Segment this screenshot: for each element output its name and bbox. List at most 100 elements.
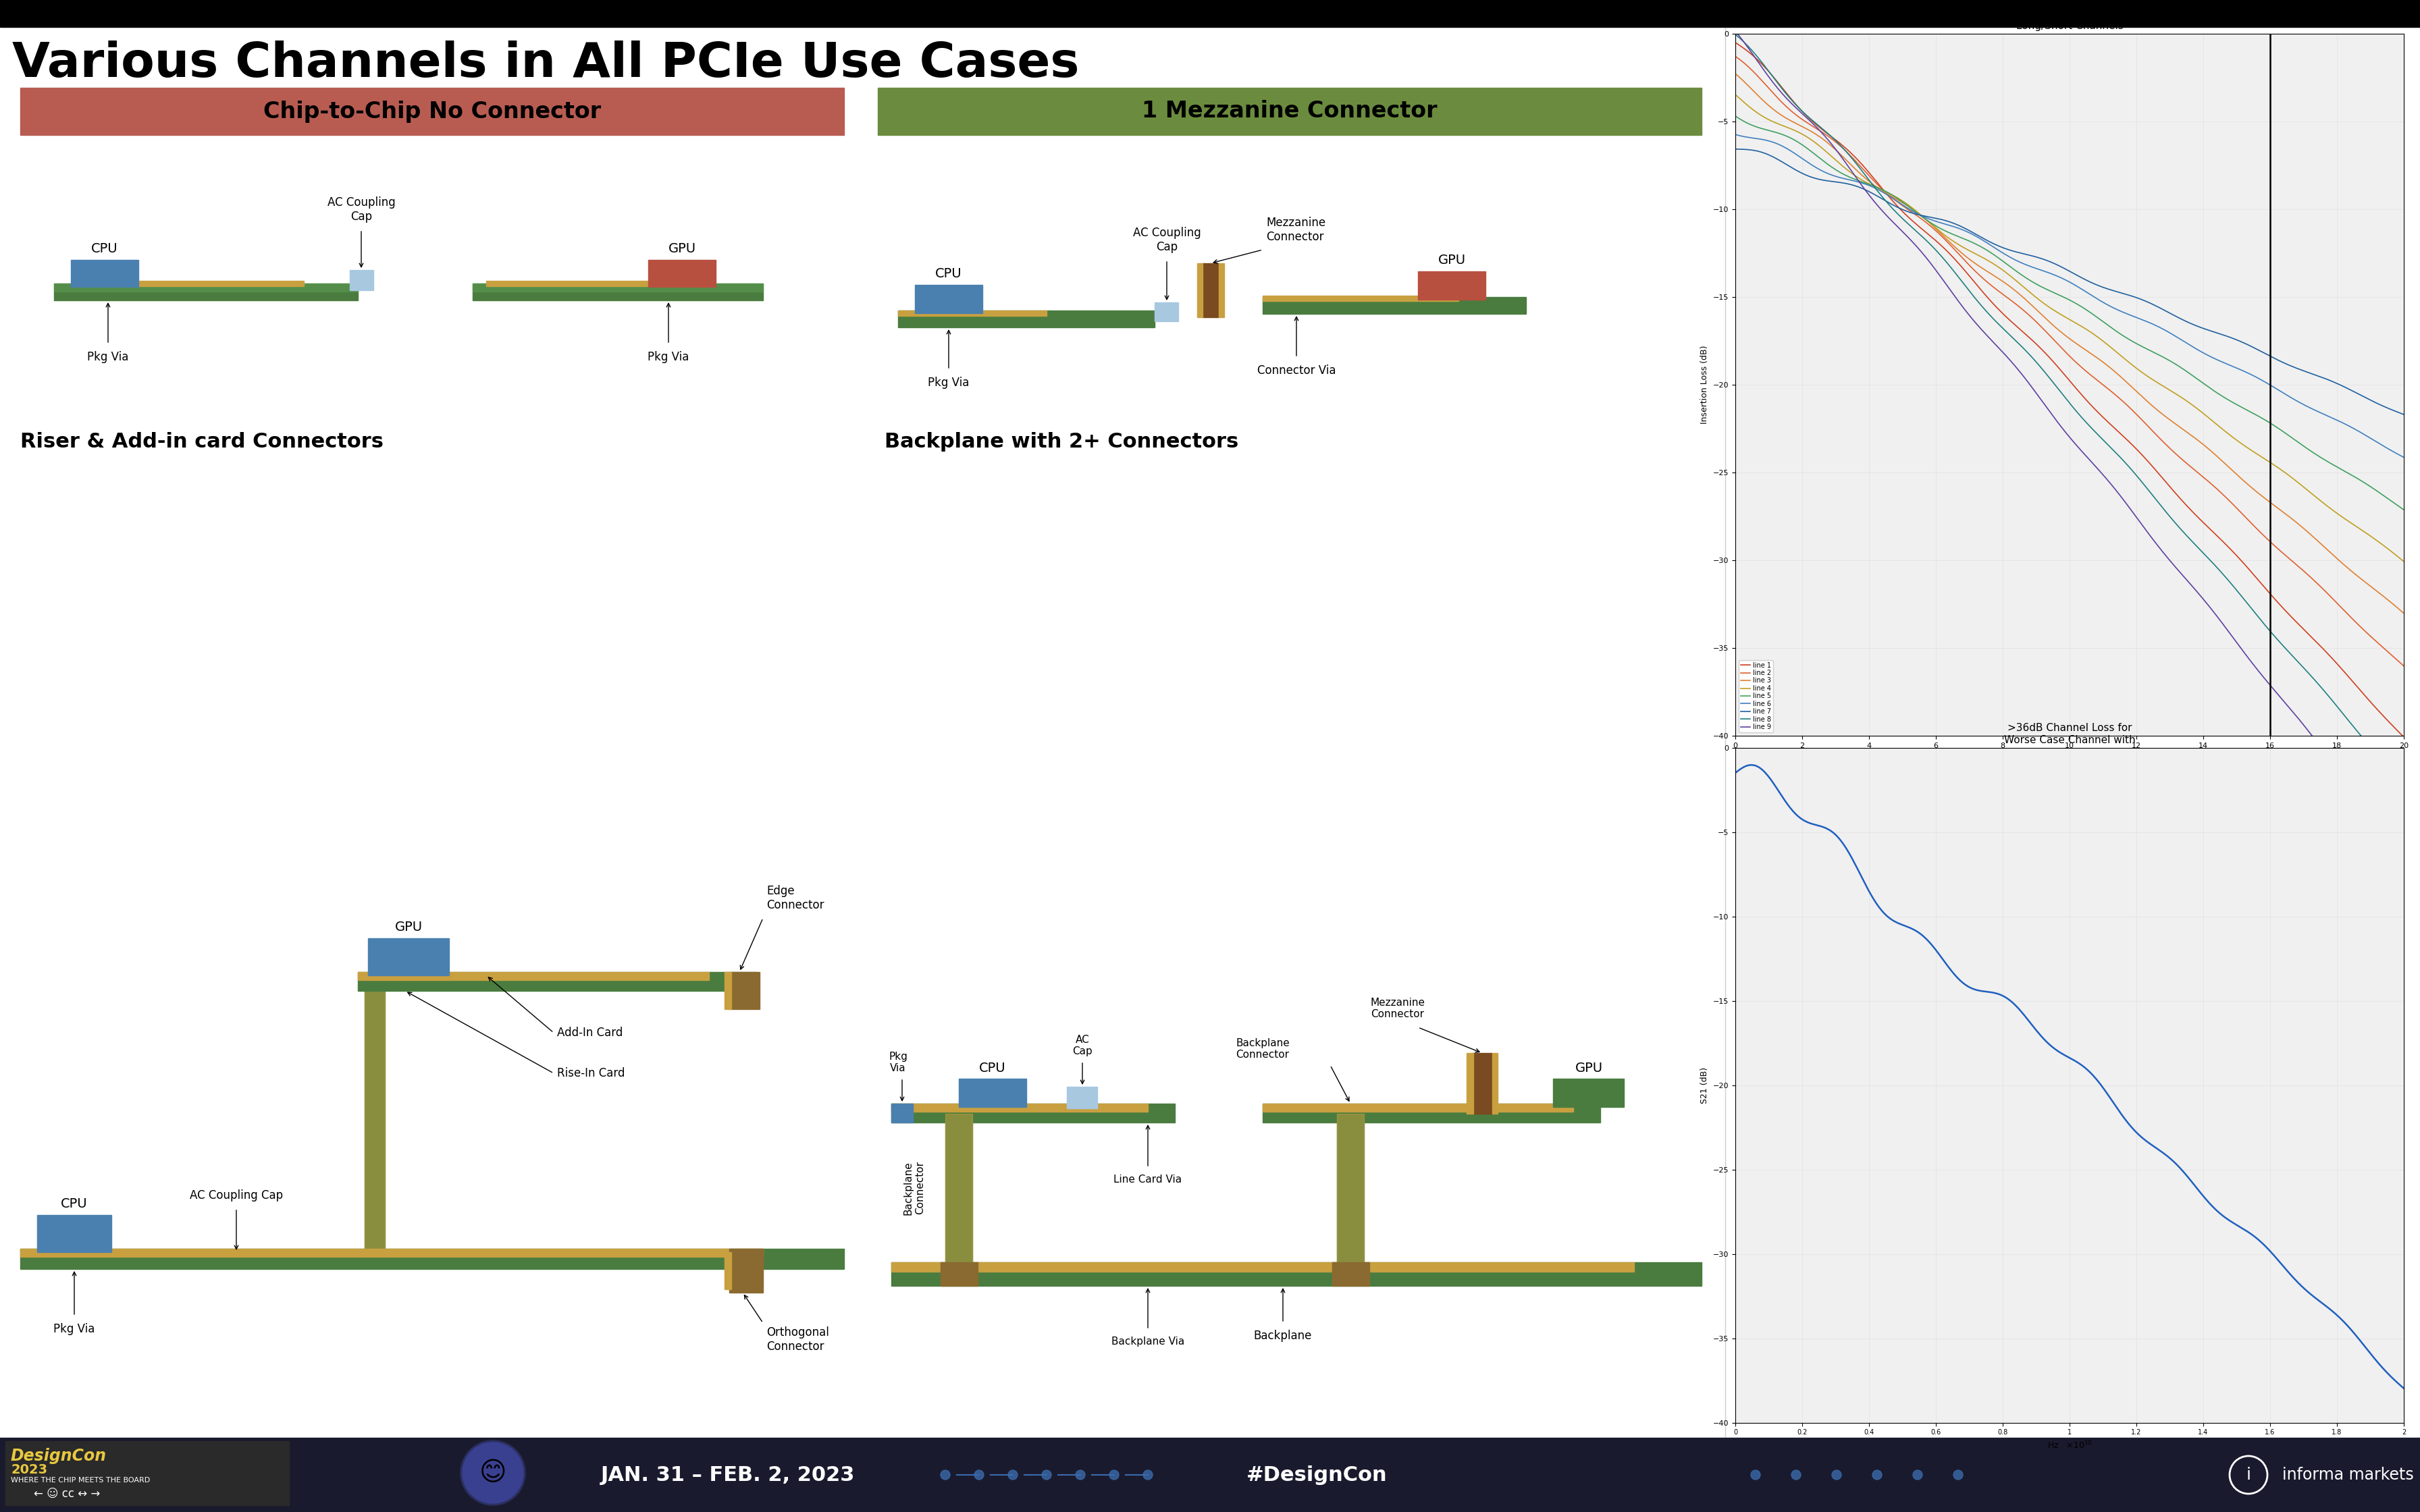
Text: GPU: GPU	[1575, 1061, 1602, 1075]
line 2	[2326, 599, 2355, 617]
Text: Backplane Via: Backplane Via	[1111, 1337, 1183, 1347]
Circle shape	[1912, 1470, 1921, 1480]
Bar	[1067, 1087, 1096, 1108]
line 3	[2284, 516, 2314, 534]
Text: Mezzanine
Connector: Mezzanine Connector	[1370, 998, 1425, 1019]
Bar	[368, 939, 450, 975]
Text: Mezzanine
Connector: Mezzanine Connector	[1266, 216, 1326, 243]
line 3	[1721, 65, 1750, 83]
line 8	[2284, 653, 2314, 671]
line 1	[2326, 659, 2355, 677]
Bar	[941, 1263, 978, 1285]
Bar	[70, 260, 138, 287]
Bar	[1263, 296, 1527, 314]
Bar	[5, 1441, 288, 1506]
Circle shape	[941, 1470, 951, 1480]
line 9	[2326, 765, 2355, 783]
Bar	[1220, 263, 1225, 318]
Bar	[351, 271, 373, 290]
Bar	[878, 88, 1701, 135]
line 6	[2118, 307, 2147, 325]
line 8	[2326, 703, 2355, 721]
Text: AC Coupling
Cap: AC Coupling Cap	[327, 197, 394, 222]
line 1	[2120, 437, 2149, 455]
Bar	[1263, 296, 1459, 301]
Line: line 9: line 9	[1735, 32, 2403, 851]
Line: line 6: line 6	[1735, 135, 2403, 457]
Bar	[724, 1252, 731, 1290]
Circle shape	[1953, 1470, 1963, 1480]
Text: ← ☺ cc ↔ →: ← ☺ cc ↔ →	[34, 1488, 99, 1500]
Text: CPU: CPU	[61, 1198, 87, 1210]
line 1	[2284, 615, 2314, 634]
line 6	[2389, 448, 2418, 466]
X-axis label: Frequency [GHz]: Frequency [GHz]	[2035, 753, 2105, 762]
Text: GPU: GPU	[1437, 254, 1467, 266]
line 3	[2326, 553, 2355, 572]
Line: line 4: line 4	[1735, 95, 2403, 561]
line 8	[2120, 463, 2149, 481]
Text: AC Coupling
Cap: AC Coupling Cap	[1133, 227, 1200, 253]
Bar	[53, 284, 358, 301]
Circle shape	[1142, 1470, 1152, 1480]
Text: #DesignCon: #DesignCon	[1246, 1465, 1387, 1485]
Circle shape	[1009, 1470, 1016, 1480]
line 6	[2130, 311, 2159, 330]
line 2	[2120, 402, 2149, 420]
Circle shape	[1832, 1470, 1842, 1480]
Circle shape	[1108, 1470, 1118, 1480]
line 9	[1721, 23, 1750, 41]
line 4	[1721, 86, 1750, 104]
Text: AC Coupling Cap: AC Coupling Cap	[189, 1190, 283, 1202]
Bar	[53, 284, 358, 292]
line 2	[1721, 47, 1750, 65]
Circle shape	[1873, 1470, 1883, 1480]
Bar	[1554, 1078, 1624, 1107]
line 2	[1723, 48, 1752, 67]
Text: Pkg
Via: Pkg Via	[888, 1051, 908, 1074]
Bar	[1493, 1052, 1498, 1114]
line 6	[1723, 125, 1752, 144]
Bar	[19, 1249, 762, 1256]
line 4	[2389, 552, 2418, 570]
line 4	[2326, 507, 2355, 525]
line 7	[2130, 292, 2159, 310]
line 1	[1723, 35, 1752, 53]
line 7	[2284, 360, 2314, 378]
Bar	[358, 972, 709, 980]
Bar	[1467, 1052, 1474, 1114]
Text: Chip-to-Chip No Connector: Chip-to-Chip No Connector	[264, 100, 600, 122]
line 7	[2326, 376, 2355, 395]
line 7	[1723, 141, 1752, 159]
line 5	[1723, 109, 1752, 127]
Bar	[898, 310, 1045, 316]
line 5	[2118, 331, 2147, 349]
Bar	[472, 284, 762, 292]
Text: Edge
Connector: Edge Connector	[767, 885, 825, 912]
Text: 1 Mezzanine Connector: 1 Mezzanine Connector	[1142, 100, 1437, 122]
Text: WHERE THE CHIP MEETS THE BOARD: WHERE THE CHIP MEETS THE BOARD	[10, 1477, 150, 1483]
line 5	[2120, 333, 2149, 351]
Y-axis label: Insertion Loss (dB): Insertion Loss (dB)	[1701, 345, 1709, 423]
line 9	[1723, 24, 1752, 42]
Text: AC
Cap: AC Cap	[1072, 1034, 1091, 1057]
Text: GPU: GPU	[394, 921, 423, 933]
line 3	[2118, 376, 2147, 395]
Text: Line Card Via: Line Card Via	[1113, 1175, 1181, 1184]
Text: CPU: CPU	[934, 268, 963, 280]
line 4	[2118, 355, 2147, 373]
Bar	[1336, 1114, 1365, 1269]
Bar	[891, 1104, 912, 1122]
Bar	[915, 284, 983, 313]
Text: Riser & Add-in card Connectors: Riser & Add-in card Connectors	[19, 432, 382, 452]
line 8	[1721, 26, 1750, 44]
Bar	[1263, 1104, 1600, 1122]
line 1	[2130, 449, 2159, 467]
Text: Pkg Via: Pkg Via	[649, 351, 690, 363]
line 3	[2389, 605, 2418, 623]
Text: i: i	[2246, 1467, 2251, 1483]
line 8	[2389, 774, 2418, 792]
X-axis label: Hz   $\times 10^{10}$: Hz $\times 10^{10}$	[2047, 1439, 2093, 1452]
line 4	[2284, 473, 2314, 491]
Bar	[958, 1078, 1026, 1107]
